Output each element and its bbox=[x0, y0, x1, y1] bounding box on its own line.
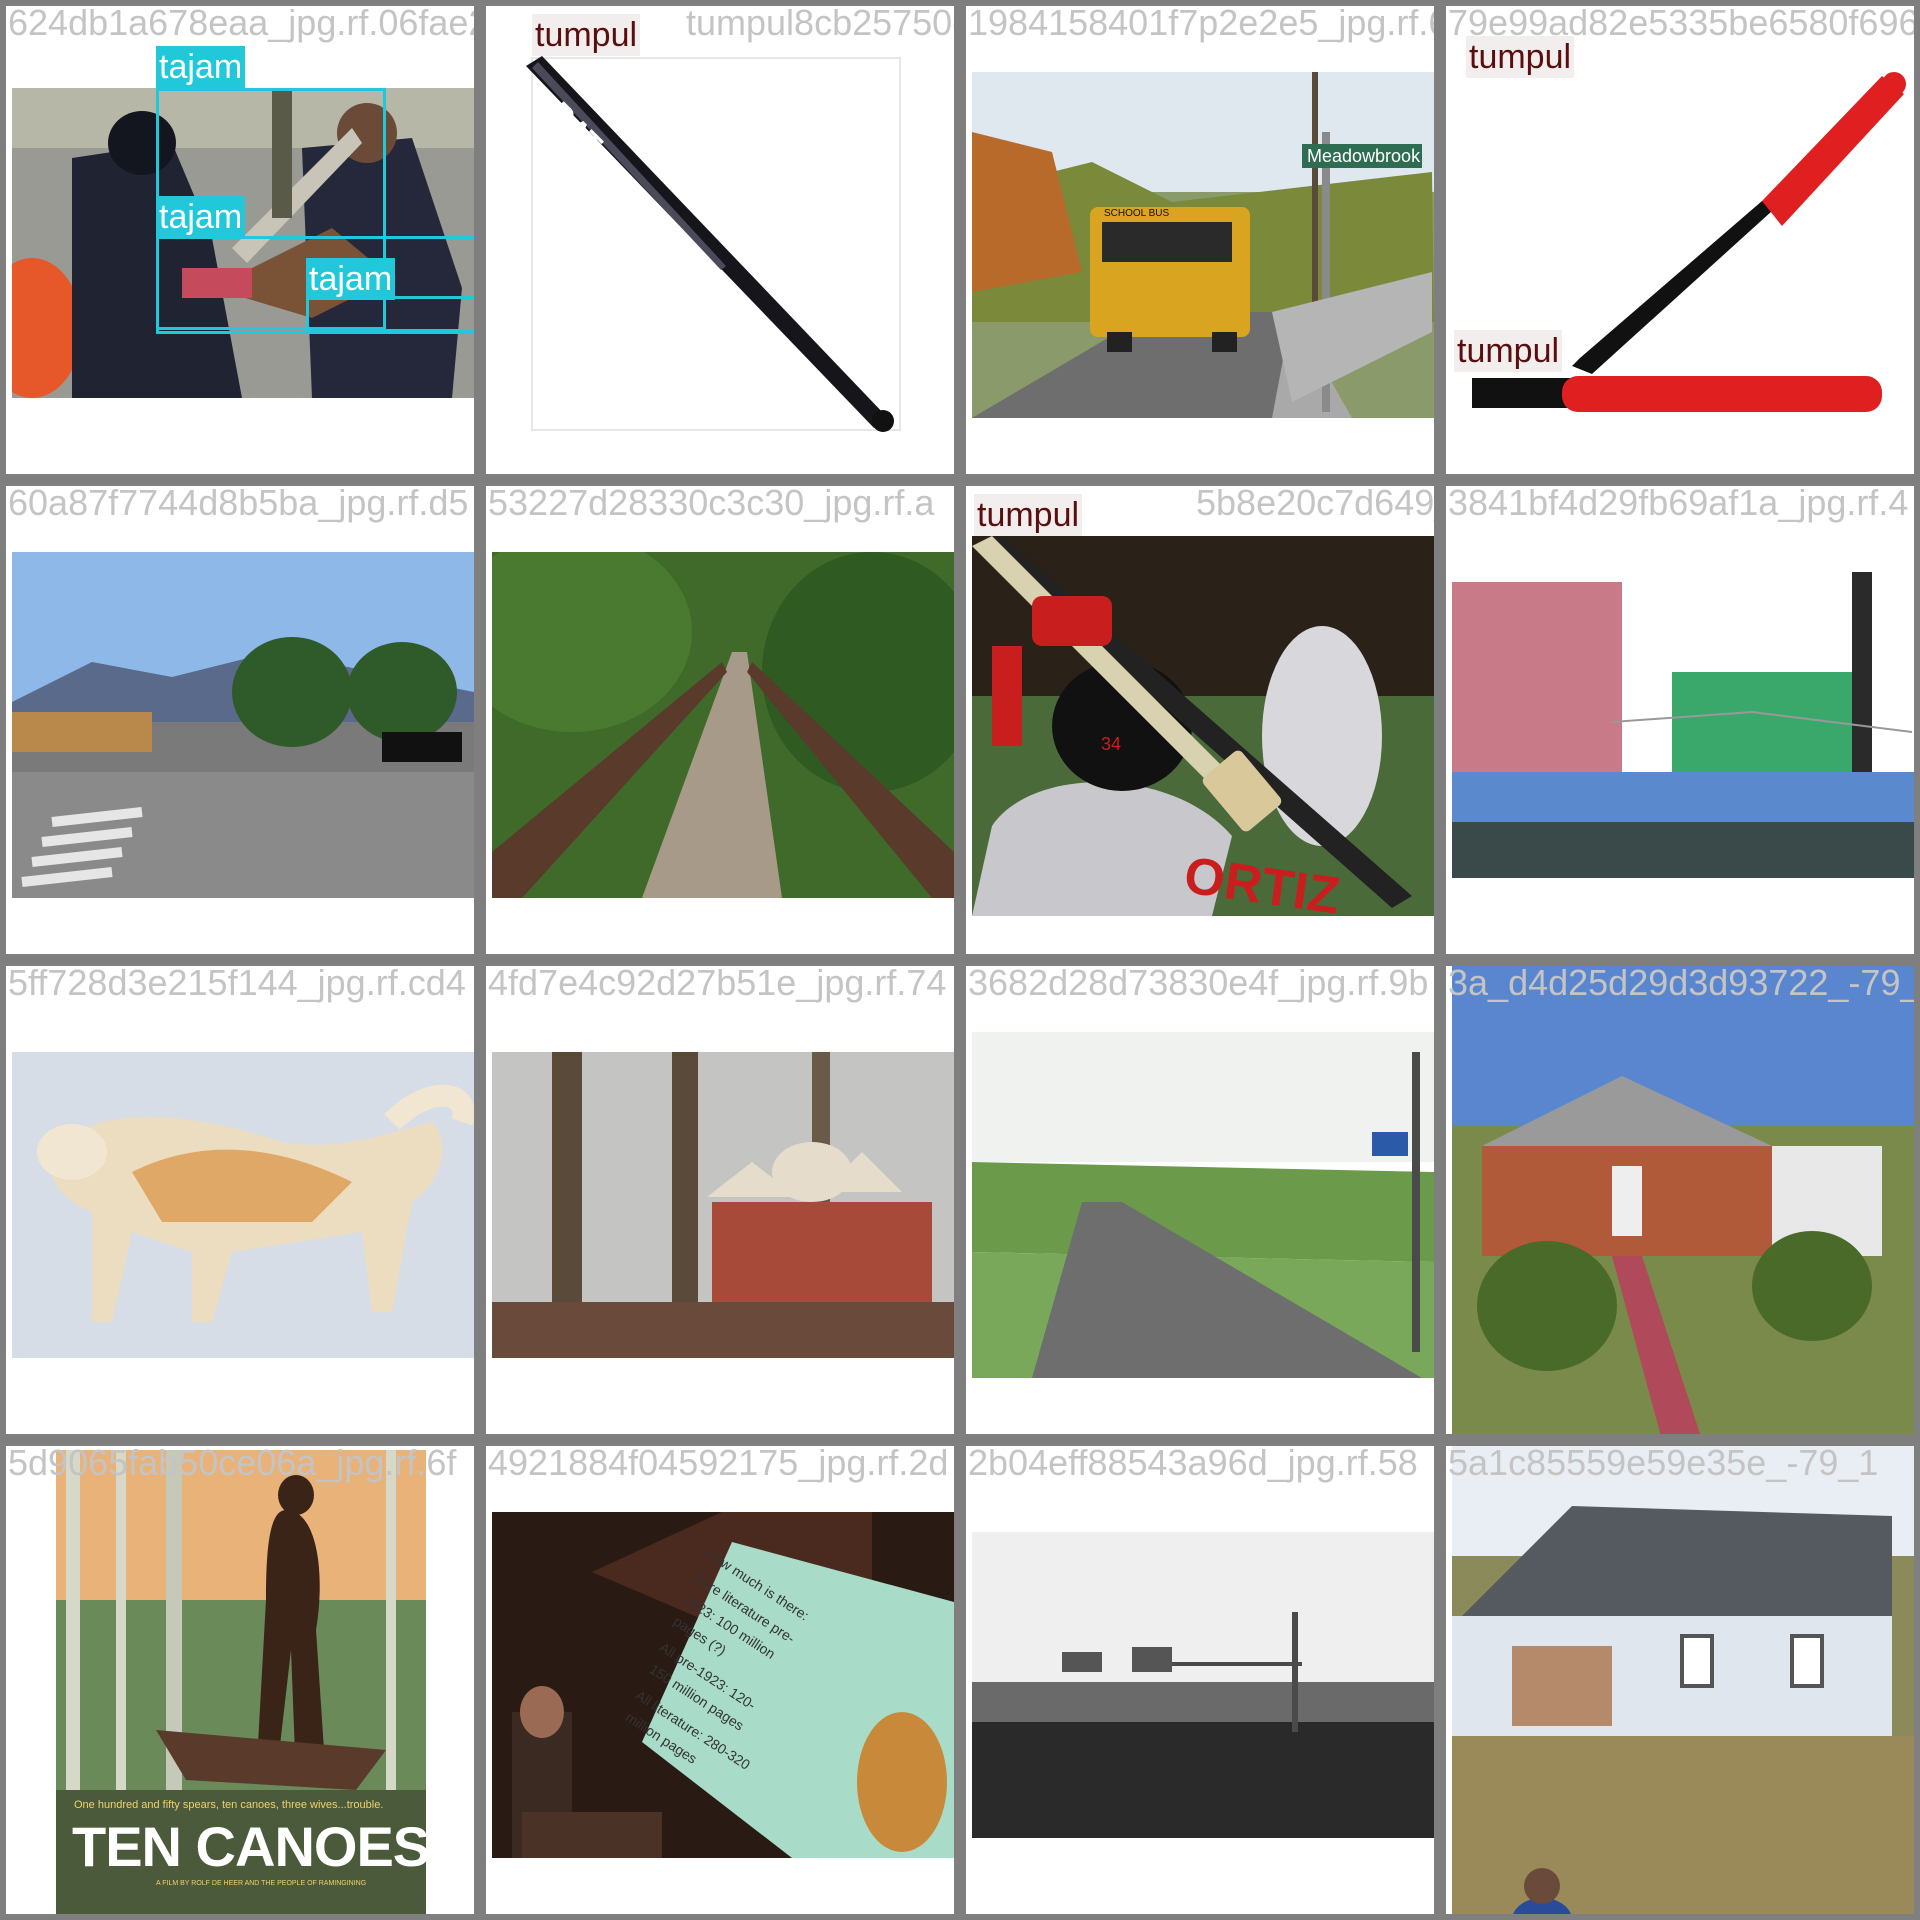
poster-title: TEN CANOES bbox=[72, 1815, 430, 1878]
photo-foggy-playground bbox=[492, 1052, 954, 1358]
box-label-tajam: tajam bbox=[156, 196, 246, 238]
photo-baseball-player bbox=[972, 536, 1434, 916]
photo-lecture-slide bbox=[492, 1512, 954, 1858]
grid-cell-12[interactable]: 3a_d4d25d29d3d93722_-79_1 bbox=[1440, 960, 1920, 1440]
box-label-tumpul: tumpul bbox=[1454, 330, 1563, 372]
image-filename: 5a1c85559e59e35e_-79_1 bbox=[1448, 1442, 1879, 1483]
grid-cell-10[interactable]: 4fd7e4c92d27b51e_jpg.rf.74 bbox=[480, 960, 960, 1440]
street-sign-text: Meadowbrook bbox=[1307, 146, 1421, 166]
image-filename: 2b04eff88543a96d_jpg.rf.58 bbox=[968, 1442, 1418, 1483]
photo-black-bat bbox=[526, 56, 901, 432]
image-filename: 3841bf4d29fb69af1a_jpg.rf.4 bbox=[1448, 482, 1909, 523]
photo-graffiti-buildings bbox=[1452, 572, 1914, 878]
image-filename: 53227d28330c3c30_jpg.rf.a bbox=[488, 482, 935, 523]
photo-school-bus bbox=[972, 72, 1434, 418]
grid-cell-4[interactable]: tumpul tumpul 79e99ad82e5335be6580f6968 bbox=[1440, 0, 1920, 480]
image-filename: 3a_d4d25d29d3d93722_-79_1 bbox=[1448, 962, 1920, 1003]
image-filename: 3682d28d73830e4f_jpg.rf.9b bbox=[968, 962, 1429, 1003]
box-label-tumpul: tumpul bbox=[1466, 36, 1575, 78]
grid-cell-9[interactable]: 5ff728d3e215f144_jpg.rf.cd4 bbox=[0, 960, 480, 1440]
grid-cell-2[interactable]: BAT tumpul tumpul8cb25750d622208f1984158… bbox=[480, 0, 960, 480]
photo-bw-intersection bbox=[972, 1532, 1434, 1838]
box-label-tumpul: tumpul bbox=[532, 14, 641, 56]
image-filename: 5d9065fab50ce06a_jpg.rf.6f bbox=[8, 1442, 457, 1483]
grid-cell-8[interactable]: 3841bf4d29fb69af1a_jpg.rf.4 bbox=[1440, 480, 1920, 960]
grid-cell-13[interactable]: One hundred and fifty spears, ten canoes… bbox=[0, 1440, 480, 1920]
poster-tagline: One hundred and fifty spears, ten canoes… bbox=[74, 1799, 384, 1811]
photo-wooden-walkway bbox=[492, 552, 954, 898]
image-filename: 4921884f04592175_jpg.rf.2d bbox=[488, 1442, 949, 1483]
photo-red-bats bbox=[1452, 36, 1914, 466]
grid-cell-14[interactable]: How much is there: Core literature pre- … bbox=[480, 1440, 960, 1920]
photo-ten-canoes-poster bbox=[56, 1450, 426, 1914]
photo-white-house bbox=[1452, 1446, 1914, 1914]
image-filename: 5ff728d3e215f144_jpg.rf.cd4 bbox=[8, 962, 466, 1003]
box-label-tajam: tajam bbox=[306, 258, 396, 300]
detection-box-2 bbox=[156, 236, 474, 334]
box-label-tumpul: tumpul bbox=[974, 494, 1083, 536]
image-filename: 5b8e20c7d649_png.rf.0 bbox=[1196, 482, 1435, 523]
image-filename: 4fd7e4c92d27b51e_jpg.rf.74 bbox=[488, 962, 947, 1003]
grid-cell-3[interactable]: Meadowbrook SCHOOL BUS 1984158401f7p2e2e… bbox=[960, 0, 1440, 480]
grid-cell-5[interactable]: 60a87f7744d8b5ba_jpg.rf.d5 bbox=[0, 480, 480, 960]
image-filename: 624db1a678eaa_jpg.rf.06fae29 bbox=[8, 2, 480, 43]
photo-red-brick-house bbox=[1452, 966, 1914, 1434]
grid-cell-6[interactable]: 53227d28330c3c30_jpg.rf.a bbox=[480, 480, 960, 960]
helmet-number-text: 34 bbox=[1101, 734, 1122, 754]
poster-credit: A FILM BY ROLF DE HEER AND THE PEOPLE OF… bbox=[156, 1880, 367, 1887]
grid-cell-15[interactable]: 2b04eff88543a96d_jpg.rf.58 bbox=[960, 1440, 1440, 1920]
grid-cell-7[interactable]: ORTIZ 34 tumpul 5b8e20c7d649_png.rf.0 bbox=[960, 480, 1440, 960]
image-filename: 1984158401f7p2e2e5_jpg.rf.6c bbox=[968, 2, 1440, 43]
photo-dog-snow bbox=[12, 1052, 474, 1358]
grid-cell-11[interactable]: 3682d28d73830e4f_jpg.rf.9b bbox=[960, 960, 1440, 1440]
box-label-tajam: tajam bbox=[156, 46, 246, 88]
grid-cell-1[interactable]: tajam tajam tajam 624db1a678eaa_jpg.rf.0… bbox=[0, 0, 480, 480]
photo-rural-road bbox=[972, 1032, 1434, 1378]
bus-sign-text: SCHOOL BUS bbox=[1104, 208, 1170, 219]
image-filename: tumpul8cb25750d622208f1984158401f7p2e2e5 bbox=[686, 2, 954, 43]
grid-cell-16[interactable]: 5a1c85559e59e35e_-79_1 bbox=[1440, 1440, 1920, 1920]
photo-street-crossing bbox=[12, 552, 474, 898]
detection-box-3 bbox=[306, 296, 474, 332]
image-filename: 60a87f7744d8b5ba_jpg.rf.d5 bbox=[8, 482, 469, 523]
